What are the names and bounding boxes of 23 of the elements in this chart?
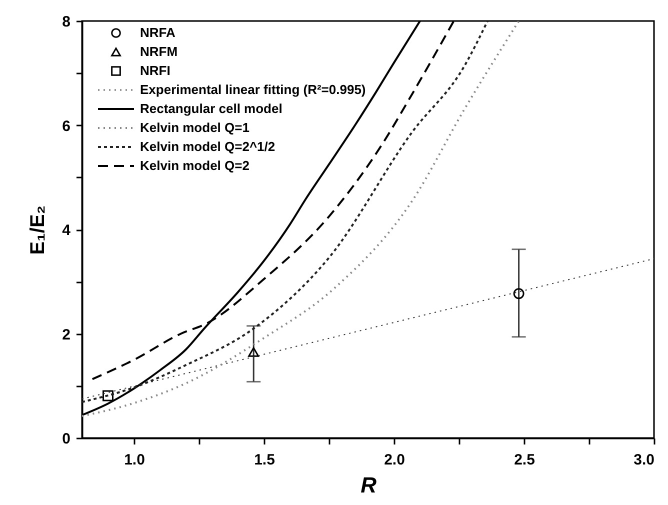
legend-label: NRFA — [140, 25, 176, 40]
x-axis-title: R — [360, 472, 377, 498]
y-tick-label: 4 — [62, 222, 72, 239]
y-tick-label: 8 — [62, 14, 70, 30]
point — [102, 390, 114, 402]
legend-label: NRFI — [140, 63, 170, 78]
x-tick-label: 3.0 — [634, 452, 654, 468]
x-tick-label: 2.0 — [384, 452, 405, 468]
y-tick-label: 2 — [62, 326, 70, 344]
legend-label: Kelvin model Q=2 — [140, 158, 250, 173]
x-tick-label: 1.0 — [124, 452, 145, 468]
y-tick-label: 6 — [62, 118, 70, 135]
legend-label: Rectangular cell model — [140, 101, 282, 116]
x-tick-label: 2.5 — [514, 452, 535, 468]
legend-label: NRFM — [140, 44, 178, 59]
legend-label: Kelvin model Q=1 — [140, 120, 250, 135]
point — [248, 347, 260, 357]
x-tick-label: 1.5 — [254, 452, 275, 468]
legend-label: Kelvin model Q=2^1/2 — [140, 139, 276, 154]
legend-label: Experimental linear fitting (R²=0.995) — [140, 82, 366, 97]
point — [513, 288, 524, 300]
y-tick-label: 0 — [62, 430, 70, 448]
y-axis-title: E₁/E₂ — [27, 205, 50, 255]
